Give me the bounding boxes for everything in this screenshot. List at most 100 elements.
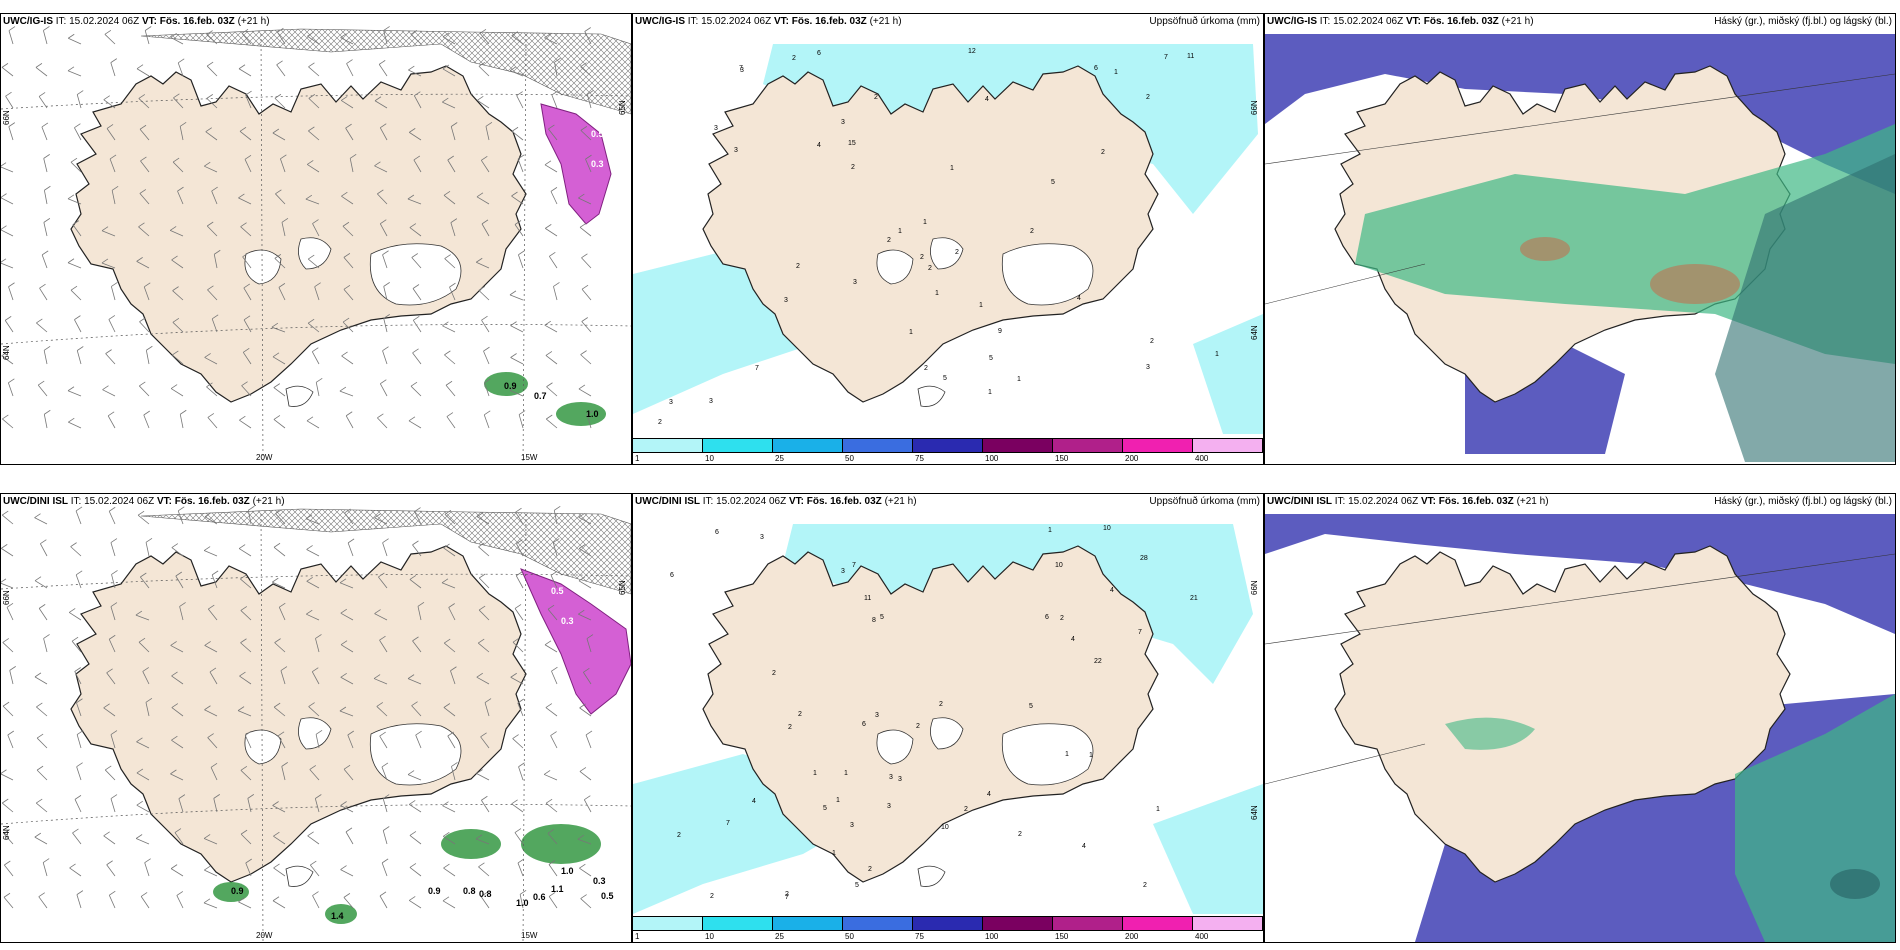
- wind-barb: [207, 289, 218, 301]
- wind-barb: [110, 602, 118, 607]
- wind-barb: [240, 829, 248, 835]
- wind-barb: [412, 348, 419, 354]
- wind-barb: [243, 347, 250, 353]
- panel-right-title: Uppsöfnuð úrkoma (mm): [1149, 496, 1260, 507]
- wind-barb: [272, 805, 286, 813]
- wind-barb: [43, 158, 48, 173]
- wind-barb: [273, 835, 286, 845]
- wind-barb: [308, 66, 320, 77]
- wind-barb: [374, 165, 388, 173]
- wind-barb: [579, 707, 592, 717]
- wind-barb: [204, 865, 211, 871]
- wind-barb: [278, 607, 286, 621]
- precip-value-label: 2: [792, 55, 796, 62]
- precip-value-label: 2: [920, 254, 924, 261]
- wind-barb: [172, 354, 184, 365]
- wind-barb: [75, 510, 82, 525]
- glacier-area: [244, 249, 282, 285]
- wind-barb: [210, 762, 218, 768]
- wind-barb: [8, 126, 14, 141]
- wind-barb: [413, 315, 420, 321]
- wind-barb: [276, 60, 283, 66]
- wind-barb: [137, 514, 150, 525]
- wind-barb: [382, 346, 389, 352]
- precip-value-label: 1: [1089, 752, 1093, 759]
- wind-barb: [514, 832, 524, 845]
- sea-ice-area: [140, 508, 631, 595]
- wind-barb: [544, 324, 558, 333]
- precip-value-label: 3: [887, 803, 891, 810]
- wind-barb: [443, 195, 456, 205]
- wind-barb: [586, 638, 592, 653]
- wind-barb: [3, 897, 14, 909]
- wind-barb: [76, 890, 84, 895]
- precip-value-label: 1: [1048, 527, 1052, 534]
- wind-barb: [475, 838, 490, 845]
- wind-barb: [515, 507, 522, 513]
- wind-barb: [240, 226, 252, 237]
- wind-barb: [376, 702, 384, 707]
- wind-barb: [275, 189, 282, 195]
- wind-barb: [410, 29, 418, 35]
- wind-barb: [1, 355, 14, 365]
- wind-barb: [272, 352, 280, 358]
- wind-barb: [381, 762, 389, 768]
- wind-barb: [172, 318, 180, 323]
- colorbar-tick-label: 50: [845, 932, 854, 941]
- wind-barb: [204, 161, 211, 167]
- wind-barb: [412, 544, 422, 557]
- wind-barb: [68, 37, 82, 45]
- wind-barb: [444, 509, 452, 515]
- longitude-line: [260, 33, 264, 464]
- wind-barb: [443, 863, 450, 869]
- wind-barb: [581, 288, 592, 301]
- wind-barb: [207, 733, 214, 738]
- wind-barb: [514, 604, 522, 609]
- wind-barb: [548, 128, 558, 141]
- wind-barb: [377, 189, 384, 195]
- wind-barb: [342, 225, 354, 237]
- precip-value-label: 9: [998, 328, 1002, 335]
- wind-barb: [204, 165, 218, 173]
- latitude-line: [1, 573, 631, 590]
- wind-barb: [8, 30, 14, 45]
- wind-barb: [69, 863, 76, 869]
- wind-barb: [579, 226, 592, 237]
- wind-barb: [581, 317, 588, 322]
- precip-value-label: 1: [1114, 69, 1118, 76]
- wind-barb: [5, 91, 12, 97]
- wind-barb: [346, 59, 353, 64]
- precip-value-label: 3: [784, 297, 788, 304]
- colorbar-tick-label: 400: [1195, 454, 1209, 463]
- wind-barb: [409, 223, 417, 228]
- wind-barb: [74, 799, 82, 813]
- wind-barb: [379, 635, 386, 641]
- wind-barb: [273, 863, 280, 869]
- wind-barb: [44, 409, 51, 415]
- wind-barb: [509, 386, 517, 391]
- wind-barb: [512, 641, 524, 653]
- wind-barb: [478, 286, 486, 291]
- wind-barb: [208, 604, 215, 610]
- wind-barb: [204, 353, 211, 358]
- wind-barb: [514, 224, 524, 237]
- wind-barb: [272, 896, 280, 902]
- wind-barb: [206, 30, 213, 35]
- wind-barb: [415, 734, 422, 749]
- wind-barb: [1, 578, 7, 583]
- wind-barb: [1, 63, 9, 68]
- wind-barb: [272, 132, 286, 141]
- wind-barb: [552, 538, 560, 543]
- wind-barb: [517, 158, 524, 173]
- wind-barb: [102, 385, 109, 391]
- wind-barb: [36, 318, 43, 324]
- wind-barb: [409, 835, 422, 845]
- wind-barb: [347, 734, 354, 749]
- wind-barb: [240, 770, 252, 781]
- wind-barb: [483, 346, 490, 352]
- wind-barb: [441, 582, 456, 589]
- projection-line: [1265, 553, 1895, 645]
- wind-barb: [243, 287, 252, 301]
- wind-barb: [315, 794, 322, 799]
- wind-barb: [37, 384, 48, 397]
